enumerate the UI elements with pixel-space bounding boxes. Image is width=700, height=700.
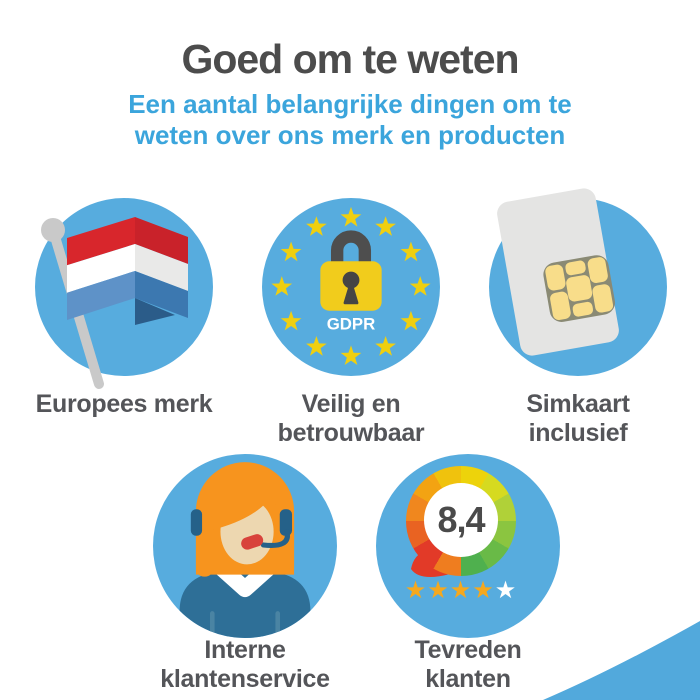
sim-chip — [543, 255, 616, 322]
sim-card-icon — [497, 188, 619, 356]
page-subtitle: Een aantal belangrijke dingen om te wete… — [110, 89, 590, 151]
dutch-flag-icon — [41, 217, 188, 389]
feature-label-europees-merk: Europees merk — [35, 390, 213, 418]
star-icon: ★ — [472, 577, 495, 604]
review-stars: ★★★★★ — [401, 578, 521, 607]
feature-circle-europees-merk — [35, 198, 213, 389]
feature-circle-simkaart-inclusief — [489, 188, 667, 376]
subtitle-line-2: weten over ons merk en producten — [134, 120, 566, 150]
subtitle-line-1: Een aantal belangrijke dingen om te — [128, 89, 572, 119]
star-icon: ★ — [404, 577, 428, 604]
gdpr-padlock-icon: GDPR — [271, 206, 431, 366]
review-score-value: 8,4 — [424, 483, 498, 557]
star-icon: ★ — [427, 577, 450, 604]
star-icon: ★ — [449, 577, 473, 604]
sim-card-body — [497, 188, 619, 356]
support-agent-icon — [179, 462, 311, 638]
gdpr-badge-text: GDPR — [327, 315, 376, 334]
padlock-icon — [320, 230, 382, 311]
wave-decoration — [543, 621, 700, 700]
feature-circle-tevreden-klanten: 8,4 ★★★★★ — [376, 454, 560, 638]
feature-circle-interne-klantenservice — [153, 454, 337, 638]
feature-label-tevreden-klanten: Tevreden klanten — [414, 636, 522, 693]
feature-label-simkaart-inclusief: Simkaart inclusief — [526, 390, 630, 447]
feature-label-veilig-en-betrouwbaar: Veilig en betrouwbaar — [277, 390, 425, 447]
page-title: Goed om te weten — [181, 36, 519, 82]
feature-label-interne-klantenservice: Interne klantenservice — [160, 636, 330, 693]
microphone-icon — [241, 534, 264, 550]
headset-icon — [190, 509, 293, 550]
flag-cloth — [67, 217, 188, 325]
feature-circle-veilig-en-betrouwbaar: GDPR — [262, 198, 440, 376]
star-icon: ★ — [494, 577, 518, 604]
